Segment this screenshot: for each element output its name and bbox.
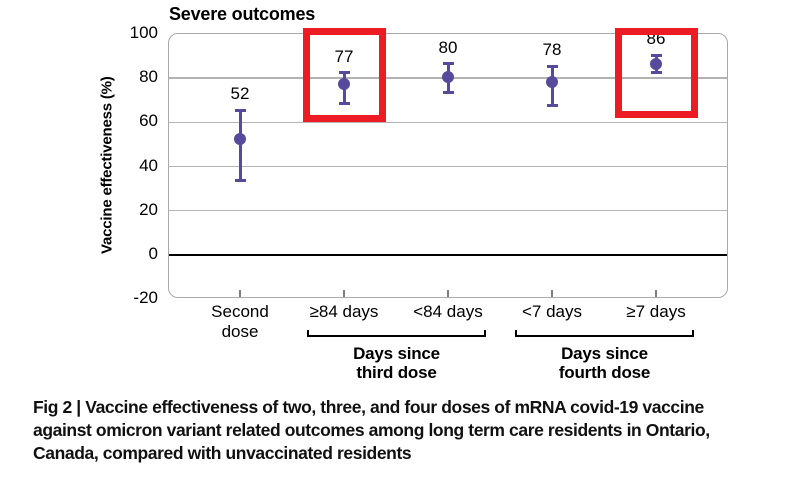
- x-tick-label: ≥84 days: [309, 302, 379, 321]
- data-point-dot: [442, 71, 454, 84]
- y-tick-label: 100: [129, 23, 158, 42]
- error-bar-cap: [338, 71, 350, 75]
- value-label: 78: [542, 40, 562, 60]
- data-point-dot: [338, 77, 350, 90]
- data-point-dot: [546, 75, 558, 88]
- caption-line: against omicron variant related outcomes…: [33, 420, 710, 440]
- x-tick-mark: [447, 290, 449, 297]
- y-tick-label: 20: [139, 199, 158, 219]
- error-bar-cap: [650, 53, 662, 57]
- group-bracket: [515, 330, 694, 337]
- highlight-box: [302, 28, 386, 122]
- y-tick-label: 40: [139, 155, 158, 175]
- error-bar-cap: [442, 62, 454, 66]
- gridline: [169, 165, 727, 168]
- gridline: [169, 121, 727, 124]
- chart-title: Severe outcomes: [169, 4, 316, 24]
- caption-line: Fig 2 | Vaccine effectiveness of two, th…: [33, 397, 704, 417]
- x-tick-mark: [239, 290, 241, 297]
- zero-line: [169, 253, 727, 256]
- x-tick-mark: [343, 290, 345, 297]
- x-tick-mark: [551, 290, 553, 297]
- x-tick-label: <84 days: [413, 302, 483, 321]
- group-bracket: [307, 330, 486, 337]
- error-bar-cap: [650, 71, 662, 75]
- error-bar-cap: [546, 64, 558, 68]
- x-tick-label: Second dose: [211, 302, 269, 341]
- error-bar: [238, 110, 242, 181]
- highlight-box: [614, 28, 698, 118]
- y-tick-label: 80: [139, 67, 158, 87]
- y-tick-label: 60: [139, 111, 158, 131]
- gridline: [169, 209, 727, 212]
- data-point-dot: [234, 133, 247, 145]
- y-tick-label: 0: [148, 243, 158, 263]
- error-bar-cap: [442, 91, 454, 95]
- data-point-dot: [650, 57, 662, 70]
- error-bar-cap: [234, 108, 246, 112]
- y-tick-label: -20: [133, 288, 158, 307]
- x-tick-label: ≥7 days: [626, 302, 686, 321]
- group-label: Days since fourth dose: [558, 344, 651, 382]
- error-bar-cap: [234, 179, 246, 183]
- error-bar-cap: [546, 104, 558, 108]
- caption-line: Canada, compared with unvaccinated resid…: [33, 443, 412, 463]
- error-bar-cap: [338, 102, 350, 106]
- group-label: Days since third dose: [353, 344, 440, 382]
- x-tick-label: <7 days: [521, 302, 582, 321]
- x-tick-mark: [655, 290, 657, 297]
- value-label: 77: [334, 46, 354, 66]
- value-label: 80: [438, 37, 458, 57]
- figure-caption: Fig 2 | Vaccine effectiveness of two, th…: [33, 396, 783, 465]
- value-label: 52: [230, 84, 250, 104]
